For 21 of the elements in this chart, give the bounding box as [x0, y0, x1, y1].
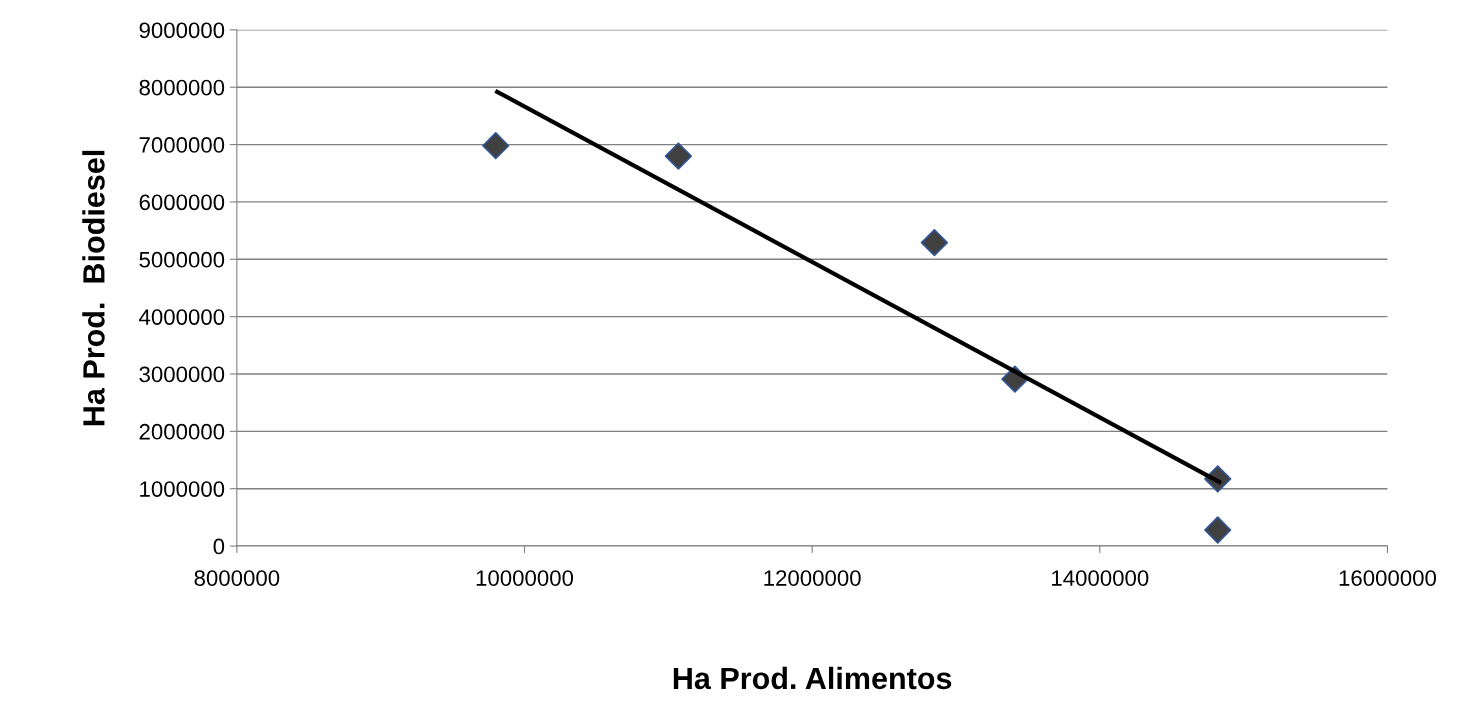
- x-tick-label: 8000000: [194, 570, 280, 586]
- x-tick-label: 14000000: [1052, 570, 1149, 586]
- y-tick-label: 1000000: [140, 481, 225, 497]
- point: [664, 142, 693, 170]
- y-axis-title: Ha Prod. Biodiesel: [82, 150, 105, 426]
- x-axis-title: Ha Prod. Alimentos: [673, 666, 952, 690]
- y-tick-label: 8000000: [139, 79, 225, 96]
- point: [1204, 516, 1232, 544]
- y-tick-label: 4000000: [139, 309, 225, 325]
- x-tick-label: 16000000: [1339, 570, 1437, 586]
- y-tick-label: 5000000: [139, 251, 225, 268]
- x-tick-label: 10000000: [476, 570, 574, 586]
- y-tick-label: 6000000: [139, 194, 225, 211]
- y-tick-label: 3000000: [139, 366, 225, 383]
- y-tick-label: 7000000: [139, 137, 225, 153]
- x-tick-label: 12000000: [764, 570, 861, 586]
- y-tick-label: 9000000: [139, 22, 225, 39]
- y-tick-label: 0: [213, 538, 225, 555]
- point: [482, 132, 510, 160]
- point: [920, 229, 949, 257]
- y-tick-label: 2000000: [139, 423, 225, 440]
